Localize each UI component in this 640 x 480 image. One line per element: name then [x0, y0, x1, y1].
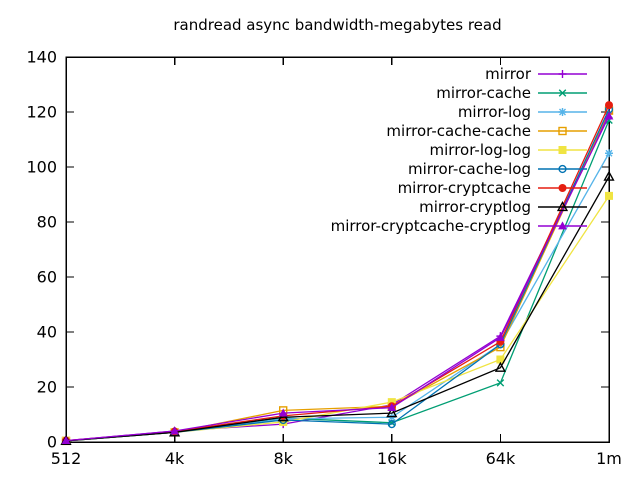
legend-marker	[556, 200, 569, 212]
data-point	[387, 420, 396, 429]
data-point	[387, 398, 396, 407]
data-point	[386, 407, 398, 418]
data-point	[496, 355, 505, 364]
axis-ticks	[65, 56, 610, 443]
legend-item: mirror	[485, 65, 587, 83]
legend-label: mirror	[485, 65, 532, 83]
legend-marker	[558, 221, 567, 230]
data-point	[494, 361, 506, 372]
legend-label: mirror-log-log	[430, 141, 531, 159]
legend-marker	[558, 89, 567, 97]
legend-item: mirror-cache	[436, 84, 587, 102]
legend-label: mirror-cache	[436, 84, 531, 102]
data-point	[170, 426, 179, 435]
legend-marker	[558, 164, 567, 174]
x-tick-label: 64k	[486, 449, 516, 468]
legend-item: mirror-cryptlog	[419, 198, 587, 216]
x-tick-label: 16k	[377, 449, 407, 468]
legend-label: mirror-cryptcache-cryptlog	[331, 217, 531, 235]
x-tick-label: 8k	[273, 449, 293, 468]
y-tick-label: 0	[47, 433, 57, 452]
legend-marker	[558, 146, 567, 154]
series-markers-mirror-cryptcache-cryptlog	[61, 111, 614, 445]
legend-item: mirror-log	[458, 103, 587, 121]
data-point	[604, 111, 614, 120]
legend-item: mirror-cache-log	[408, 160, 587, 178]
y-tick-label: 100	[26, 158, 57, 177]
data-point	[279, 417, 288, 426]
y-tick-label: 80	[37, 213, 57, 232]
data-point	[603, 170, 615, 181]
chart-title: randread async bandwidth-megabytes read	[173, 16, 501, 34]
data-point	[387, 403, 397, 412]
legend-label: mirror-cache-cache	[386, 122, 531, 140]
y-tick-label: 40	[37, 323, 57, 342]
y-tick-label: 120	[26, 103, 57, 122]
plot-border	[65, 56, 610, 443]
data-point	[278, 408, 288, 417]
legend-item: mirror-cache-cache	[386, 122, 587, 140]
y-tick-label: 20	[37, 378, 57, 397]
x-tick-label: 1m	[596, 449, 622, 468]
legend-item: mirror-log-log	[430, 141, 587, 159]
legend-item: mirror-cryptcache	[398, 179, 587, 197]
data-point	[605, 149, 613, 158]
data-point	[387, 413, 396, 422]
legend-label: mirror-log	[458, 103, 531, 121]
data-point	[277, 411, 289, 422]
legend: mirrormirror-cachemirror-logmirror-cache…	[331, 65, 587, 235]
legend-label: mirror-cache-log	[408, 160, 531, 178]
legend-item: mirror-cryptcache-cryptlog	[331, 217, 587, 235]
series-line-mirror-cryptlog	[65, 176, 610, 442]
legend-marker	[558, 126, 567, 136]
legend-label: mirror-cryptcache	[398, 179, 531, 197]
x-tick-label: 512	[51, 449, 82, 468]
legend-marker	[558, 108, 567, 116]
y-tick-label: 140	[26, 48, 57, 67]
legend-marker	[558, 70, 567, 78]
legend-marker	[558, 184, 567, 192]
data-point	[605, 101, 613, 110]
data-point	[496, 332, 505, 341]
x-tick-label: 4k	[165, 449, 185, 468]
legend-label: mirror-cryptlog	[419, 198, 531, 216]
data-point	[388, 418, 396, 427]
series-line-mirror-cryptcache-cryptlog	[65, 115, 610, 442]
data-point	[605, 191, 613, 200]
data-point	[61, 436, 71, 445]
data-point	[496, 379, 505, 387]
y-tick-label: 60	[37, 268, 57, 287]
